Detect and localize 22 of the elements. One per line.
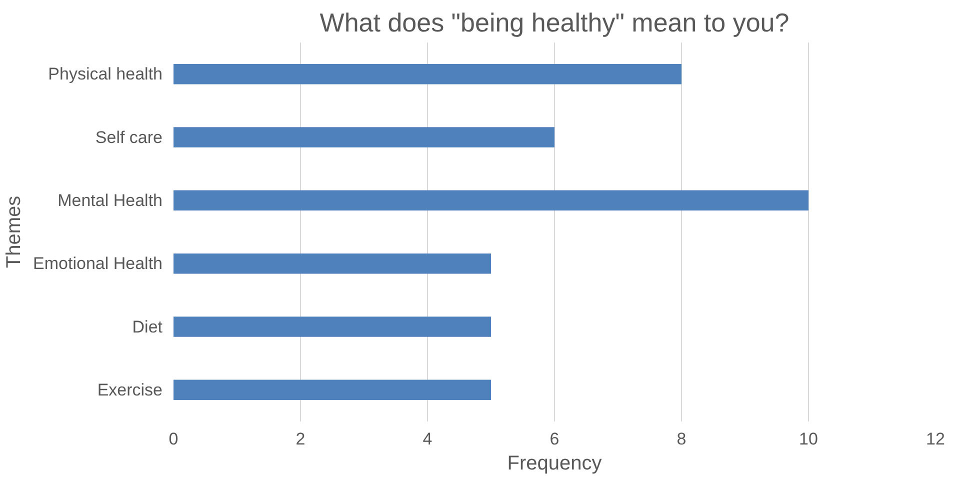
bar <box>174 316 491 337</box>
x-tick-label: 10 <box>799 430 818 448</box>
y-axis-title: Themes <box>3 196 26 268</box>
x-axis-title: Frequency <box>507 452 602 474</box>
x-tick-label: 8 <box>676 430 686 448</box>
x-tick-label: 4 <box>422 430 432 448</box>
y-tick-label: Diet <box>132 317 163 336</box>
y-tick-label: Emotional Health <box>33 254 163 274</box>
y-tick-label: Physical health <box>48 64 162 84</box>
bar <box>174 253 491 274</box>
x-tick-label: 0 <box>168 430 178 448</box>
chart-title: What does "being healthy" mean to you? <box>320 8 790 38</box>
bar <box>174 64 682 84</box>
y-tick-label: Self care <box>95 128 163 147</box>
bar <box>174 190 808 211</box>
x-tick-label: 6 <box>550 430 560 448</box>
y-tick-label: Exercise <box>97 380 162 400</box>
x-tick-label: 2 <box>296 430 306 448</box>
bar <box>174 380 491 400</box>
x-tick-label: 12 <box>926 430 945 448</box>
y-tick-label: Mental Health <box>58 190 162 210</box>
bar <box>174 127 554 148</box>
